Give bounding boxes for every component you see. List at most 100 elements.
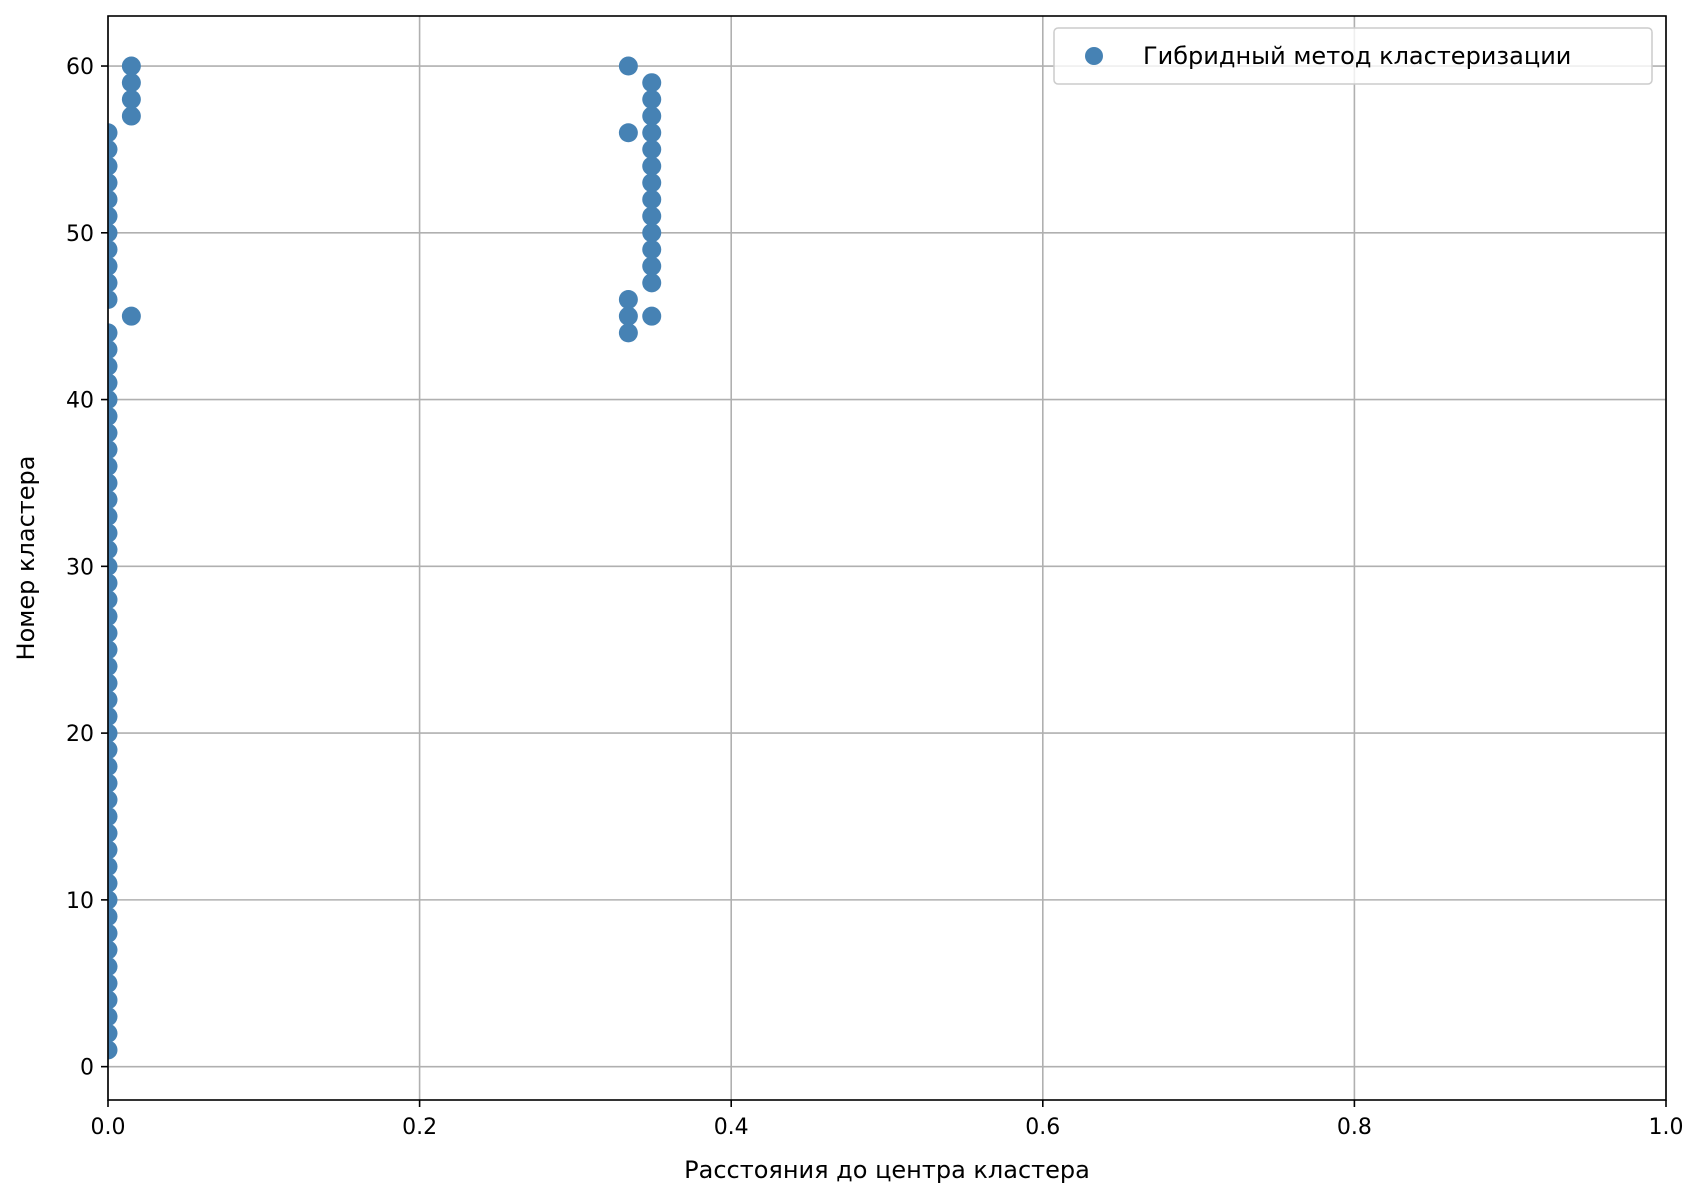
x-axis-label: Расстояния до центра кластера xyxy=(684,1156,1090,1184)
plot-frame xyxy=(107,15,1667,1101)
data-point xyxy=(108,206,118,226)
data-point xyxy=(108,1007,118,1027)
data-point xyxy=(642,139,662,159)
data-point xyxy=(108,590,118,610)
data-point xyxy=(108,857,118,877)
data-point xyxy=(108,540,118,560)
data-point xyxy=(108,1040,118,1060)
data-point xyxy=(108,473,118,493)
data-point xyxy=(642,256,662,276)
data-point xyxy=(108,823,118,843)
data-point xyxy=(108,1023,118,1043)
x-tick-label: 1.0 xyxy=(1649,1115,1684,1140)
data-point xyxy=(108,806,118,826)
data-point xyxy=(108,506,118,526)
data-point xyxy=(108,256,118,276)
data-point xyxy=(618,56,638,76)
y-tick-label: 40 xyxy=(66,389,94,414)
data-point xyxy=(108,490,118,510)
y-tick-label: 60 xyxy=(66,55,94,80)
data-point xyxy=(618,306,638,326)
x-axis-ticks: 0.0 0.2 0.4 0.6 0.8 1.0 xyxy=(91,1100,1684,1140)
data-point xyxy=(108,456,118,476)
data-point xyxy=(108,139,118,159)
data-point xyxy=(108,156,118,176)
data-point xyxy=(642,239,662,259)
data-point xyxy=(108,640,118,660)
x-tick-label: 0.6 xyxy=(1025,1115,1060,1140)
data-point xyxy=(108,723,118,743)
data-point xyxy=(108,239,118,259)
y-tick-label: 10 xyxy=(66,889,94,914)
data-point xyxy=(642,123,662,143)
data-point xyxy=(108,623,118,643)
y-tick-label: 30 xyxy=(66,555,94,580)
data-point xyxy=(108,189,118,209)
data-point xyxy=(108,706,118,726)
x-tick-label: 0.0 xyxy=(91,1115,126,1140)
data-point xyxy=(108,973,118,993)
data-point xyxy=(108,840,118,860)
data-point xyxy=(642,173,662,193)
data-point xyxy=(108,773,118,793)
data-point xyxy=(108,873,118,893)
data-point xyxy=(108,373,118,393)
data-point xyxy=(108,656,118,676)
y-axis-label: Номер кластера xyxy=(12,456,40,661)
data-point xyxy=(108,990,118,1010)
data-point xyxy=(108,440,118,460)
data-point xyxy=(642,306,662,326)
data-point xyxy=(108,523,118,543)
data-point xyxy=(642,106,662,126)
data-point xyxy=(642,156,662,176)
data-point xyxy=(642,206,662,226)
data-point xyxy=(108,290,118,310)
data-point xyxy=(108,907,118,927)
data-point xyxy=(121,106,141,126)
data-point xyxy=(108,390,118,410)
legend-box xyxy=(1053,27,1653,85)
data-point xyxy=(121,306,141,326)
x-tick-label: 0.2 xyxy=(402,1115,437,1140)
y-tick-label: 50 xyxy=(66,222,94,247)
data-point xyxy=(108,123,118,143)
data-point xyxy=(108,890,118,910)
data-point xyxy=(642,189,662,209)
legend-marker-icon xyxy=(1085,47,1103,65)
y-axis-ticks: 0 10 20 30 40 50 60 xyxy=(66,55,108,1081)
data-point xyxy=(108,556,118,576)
data-point xyxy=(108,756,118,776)
data-point xyxy=(108,940,118,960)
data-point xyxy=(108,606,118,626)
x-tick-label: 0.8 xyxy=(1337,1115,1372,1140)
data-point xyxy=(108,740,118,760)
data-point xyxy=(642,223,662,243)
data-point xyxy=(108,173,118,193)
data-point xyxy=(108,356,118,376)
data-point xyxy=(108,406,118,426)
data-point xyxy=(642,73,662,93)
legend: Гибридный метод кластеризации xyxy=(1053,27,1653,85)
data-point xyxy=(108,273,118,293)
data-point xyxy=(121,73,141,93)
data-point xyxy=(108,573,118,593)
data-point xyxy=(108,223,118,243)
data-point xyxy=(618,323,638,343)
data-points xyxy=(108,56,662,1060)
data-point xyxy=(642,273,662,293)
data-point xyxy=(618,123,638,143)
data-point xyxy=(121,56,141,76)
y-tick-label: 20 xyxy=(66,722,94,747)
data-point xyxy=(108,423,118,443)
data-point xyxy=(121,89,141,109)
data-point xyxy=(642,89,662,109)
data-point xyxy=(618,290,638,310)
data-point xyxy=(108,790,118,810)
data-point xyxy=(108,923,118,943)
data-point xyxy=(108,957,118,977)
x-tick-label: 0.4 xyxy=(714,1115,749,1140)
y-tick-label: 0 xyxy=(80,1056,94,1081)
data-point xyxy=(108,323,118,343)
